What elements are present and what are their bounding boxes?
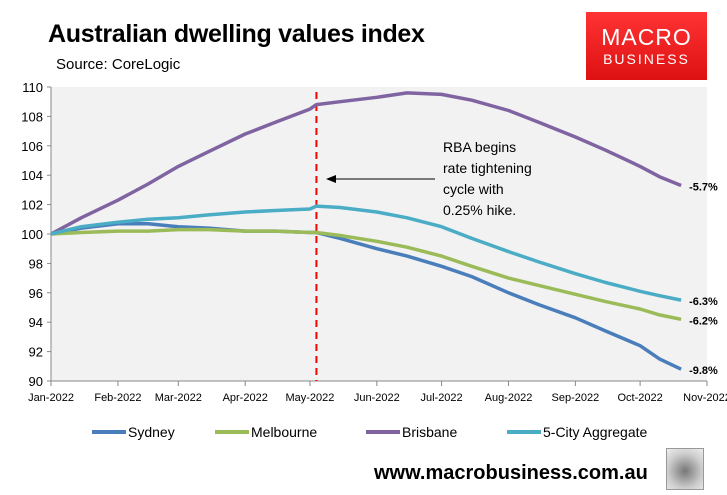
logo-line1: MACRO: [601, 24, 692, 50]
legend-label: Sydney: [128, 424, 175, 440]
x-tick-label: May-2022: [285, 392, 334, 404]
y-tick-label: 96: [29, 286, 43, 301]
annotation-text: rate tightening: [443, 160, 532, 176]
y-tick-label: 98: [29, 256, 43, 271]
y-tick-label: 92: [29, 345, 43, 360]
x-tick-label: Nov-2022: [683, 392, 727, 404]
wolf-icon: [666, 448, 704, 490]
end-label: -5.7%: [689, 181, 718, 193]
x-tick-label: Sep-2022: [552, 392, 600, 404]
end-label: -6.3%: [689, 296, 718, 308]
website-url: www.macrobusiness.com.au: [374, 462, 648, 484]
y-tick-label: 100: [21, 227, 43, 242]
y-tick-label: 94: [29, 315, 43, 330]
y-tick-label: 102: [21, 198, 43, 213]
y-tick-label: 90: [29, 374, 43, 389]
annotation-text: cycle with: [443, 181, 504, 197]
annotation-text: RBA begins: [443, 139, 516, 155]
y-tick-label: 110: [22, 80, 43, 95]
plot-area: [51, 87, 707, 381]
logo-line2: BUSINESS: [603, 51, 690, 67]
series-line-5-city-aggregate: [50, 204, 682, 302]
x-tick-label: Jan-2022: [28, 392, 74, 404]
x-tick-label: Jun-2022: [354, 392, 400, 404]
series-line-brisbane: [50, 91, 682, 236]
x-tick-label: Aug-2022: [485, 392, 533, 404]
arrow-head-icon: [326, 175, 336, 183]
x-tick-label: Oct-2022: [617, 392, 662, 404]
chart-subtitle: Source: CoreLogic: [56, 56, 181, 73]
x-tick-label: Jul-2022: [420, 392, 462, 404]
end-label: -9.8%: [689, 365, 718, 377]
end-label: -6.2%: [689, 315, 718, 327]
legend-label: Brisbane: [402, 424, 457, 440]
annotation-text: 0.25% hike.: [443, 202, 516, 218]
x-tick-label: Apr-2022: [223, 392, 268, 404]
y-tick-label: 108: [21, 109, 43, 124]
macrobusiness-logo: MACRO BUSINESS: [586, 12, 707, 80]
chart-title: Australian dwelling values index: [48, 20, 425, 48]
legend-label: Melbourne: [251, 424, 317, 440]
y-tick-label: 106: [21, 139, 43, 154]
y-tick-label: 104: [21, 168, 43, 183]
series-line-sydney: [50, 221, 682, 371]
x-tick-label: Mar-2022: [155, 392, 202, 404]
series-line-melbourne: [50, 227, 682, 322]
legend-label: 5-City Aggregate: [543, 424, 647, 440]
x-tick-label: Feb-2022: [94, 392, 141, 404]
